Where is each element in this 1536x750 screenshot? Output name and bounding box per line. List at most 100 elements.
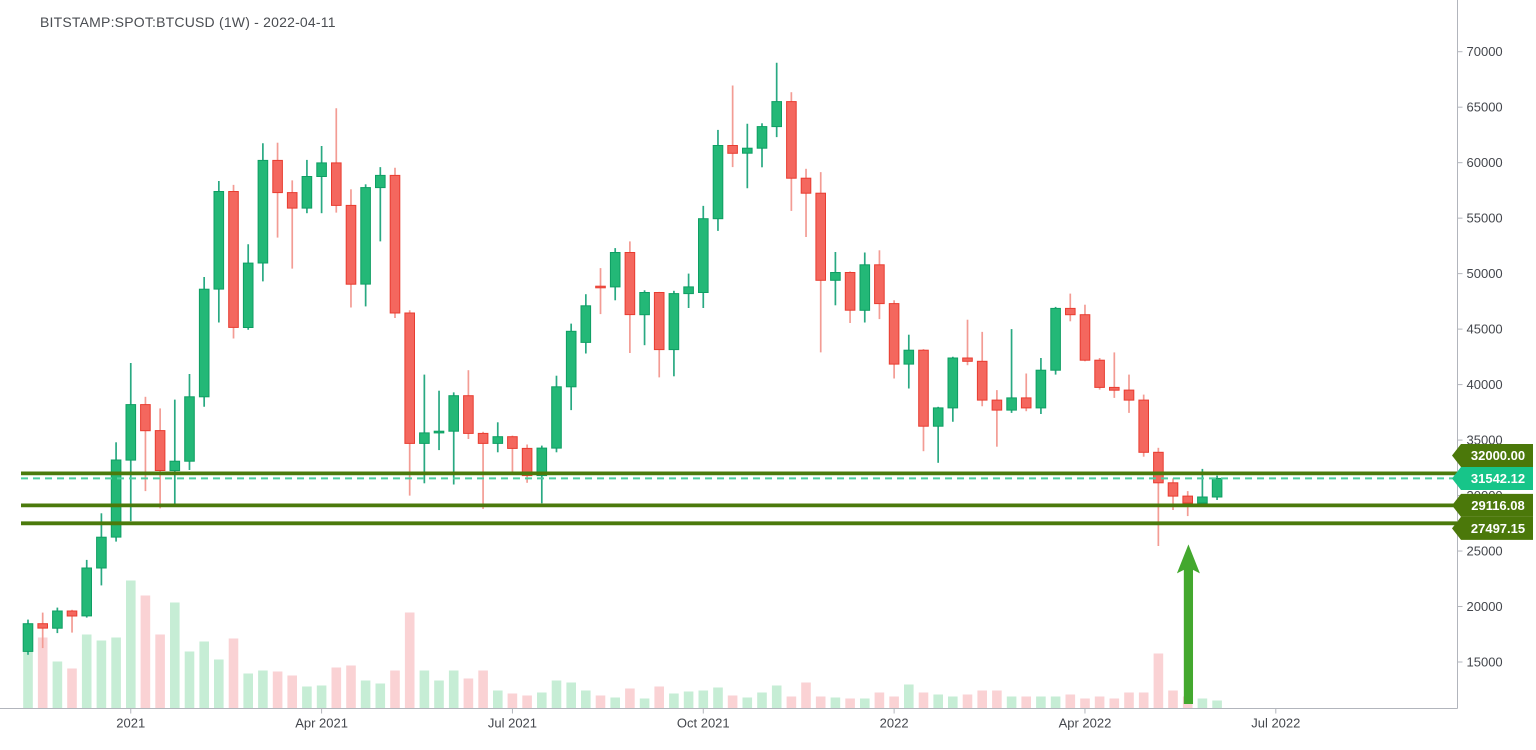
- volume-bar: [331, 667, 342, 709]
- volume-bar: [948, 696, 958, 709]
- candle-body: [492, 436, 504, 444]
- candle-body: [903, 349, 915, 365]
- x-axis-label: Jul 2021: [488, 716, 537, 731]
- volume-bar: [140, 595, 151, 709]
- volume-bar: [874, 692, 885, 709]
- candle-body: [1065, 307, 1076, 316]
- volume-bar: [992, 690, 1002, 709]
- candle-body: [1109, 386, 1120, 391]
- volume-bar: [126, 580, 136, 709]
- y-axis-label: 70000: [1467, 44, 1503, 59]
- candle-body: [1211, 477, 1223, 498]
- volume-bar: [654, 686, 664, 709]
- candle-body: [1197, 496, 1208, 504]
- volume-bar: [918, 692, 929, 709]
- volume-bar: [757, 692, 767, 709]
- volume-bar: [81, 634, 92, 709]
- volume-bar: [639, 698, 650, 709]
- volume-bar: [493, 690, 503, 709]
- candle-body: [859, 264, 871, 311]
- volume-bar: [625, 688, 635, 709]
- volume-bar: [727, 695, 738, 709]
- chart-title: BITSTAMP:SPOT:BTCUSD (1W) - 2022-04-11: [40, 14, 336, 30]
- candle-body: [815, 192, 827, 281]
- volume-bar: [96, 640, 107, 709]
- volume-bar: [434, 680, 444, 709]
- candle-body: [742, 147, 753, 154]
- volume-bar: [1138, 692, 1149, 709]
- candle-body: [477, 432, 489, 444]
- volume-bar: [1021, 696, 1031, 709]
- volume-bar: [243, 673, 253, 709]
- candle-body: [286, 192, 298, 209]
- candle-body: [154, 430, 166, 472]
- candle-body: [375, 174, 386, 189]
- candle-body: [844, 272, 856, 311]
- volume-bar: [23, 651, 33, 709]
- volume-bar: [713, 687, 723, 709]
- candle-body: [66, 610, 78, 617]
- candle-body: [756, 126, 768, 149]
- up-arrow-annotation[interactable]: [1176, 544, 1200, 704]
- candle-body: [360, 187, 371, 285]
- volume-bar: [302, 686, 312, 709]
- volume-bar: [962, 694, 973, 709]
- volume-bar: [507, 693, 518, 709]
- y-axis-label: 20000: [1467, 599, 1503, 614]
- volume-bar: [1050, 696, 1061, 709]
- candle-body: [169, 460, 181, 472]
- volume-bar: [669, 693, 679, 709]
- candle-body: [918, 349, 929, 427]
- volume-bar: [404, 612, 415, 709]
- candle-body: [727, 145, 738, 154]
- candle-body: [595, 285, 606, 289]
- price-level-badge-text: 29116.08: [1471, 498, 1525, 513]
- volume-bar: [287, 675, 297, 709]
- y-axis-label: 60000: [1467, 155, 1503, 170]
- x-axis-label: 2022: [880, 716, 909, 731]
- current-price-badge: [1452, 466, 1533, 490]
- volume-bar: [1094, 696, 1105, 709]
- candle-body: [536, 447, 548, 477]
- volume-bar: [67, 668, 77, 709]
- volume-bar: [463, 678, 474, 709]
- candle-body: [712, 145, 724, 220]
- candle-body: [22, 623, 34, 652]
- volume-bar: [933, 694, 943, 709]
- candle-body: [213, 191, 225, 290]
- candle-body: [551, 386, 562, 449]
- volume-bar: [537, 692, 547, 709]
- candle-body: [52, 610, 63, 629]
- volume-bar: [801, 682, 811, 709]
- volume-bar: [170, 602, 180, 709]
- price-level-badge: [1452, 493, 1533, 517]
- volume-bar: [37, 637, 48, 709]
- candle-body: [976, 360, 988, 401]
- candle-body: [800, 177, 812, 194]
- volume-bar: [448, 670, 459, 709]
- volume-bar: [375, 683, 386, 709]
- x-axis-label: Apr 2021: [295, 716, 348, 731]
- candle-body: [110, 459, 122, 538]
- candle-body: [580, 305, 592, 343]
- candle-body: [198, 288, 210, 398]
- candle-body: [1050, 307, 1061, 371]
- y-axis-label: 50000: [1467, 266, 1503, 281]
- y-axis-label: 25000: [1467, 544, 1503, 559]
- volume-bar: [199, 641, 209, 709]
- candle-body: [1123, 389, 1135, 401]
- price-level-badge-text: 27497.15: [1471, 521, 1525, 536]
- volume-bar: [830, 697, 841, 709]
- candle-body: [565, 330, 577, 388]
- x-axis-label: Jul 2022: [1251, 716, 1300, 731]
- volume-bar: [522, 695, 532, 709]
- volume-bar: [228, 638, 239, 709]
- volume-bar: [155, 634, 165, 709]
- candle-body: [316, 162, 327, 177]
- volume-bar: [771, 685, 782, 709]
- candle-body: [947, 357, 959, 409]
- volume-bar: [1109, 698, 1120, 709]
- volume-bar: [904, 684, 914, 709]
